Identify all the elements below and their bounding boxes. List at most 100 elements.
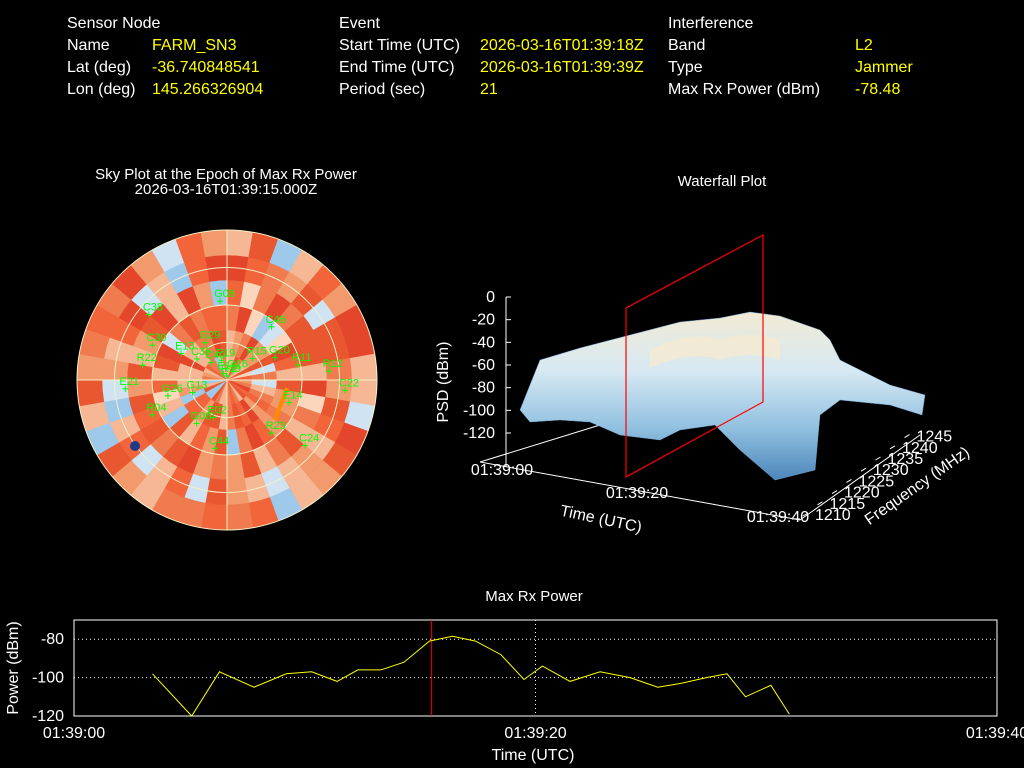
satellite-label: C22 xyxy=(339,377,359,389)
z-tick-label: 0 xyxy=(486,289,495,306)
z-tick-label: -20 xyxy=(472,312,495,329)
y-tick xyxy=(817,501,823,506)
event-key: Period (sec) xyxy=(339,81,426,98)
y-tick-label: 1235 xyxy=(888,451,924,468)
y-tick-label: -100 xyxy=(32,670,64,687)
interference-source-marker xyxy=(130,441,140,451)
satellite-label: E16 xyxy=(217,361,237,373)
x-tick-label: 01:39:20 xyxy=(504,725,566,742)
y-tick xyxy=(802,512,809,517)
satellite-r22: R22 xyxy=(137,352,157,369)
interference-key: Band xyxy=(668,37,706,54)
satellite-label: E14 xyxy=(283,390,303,402)
sensor-node-info: Sensor Node Name FARM_SN3 Lat (deg) -36.74… xyxy=(67,13,263,101)
satellite-c35: C35 xyxy=(191,346,211,362)
y-tick xyxy=(889,445,896,450)
skyplot-cell xyxy=(200,502,228,531)
satellite-g16: G16 xyxy=(227,358,248,375)
waterfall-surface xyxy=(519,234,926,481)
satellite-label: R23 xyxy=(266,420,286,432)
y-tick-label: 1220 xyxy=(844,485,880,502)
sensor-node-title: Sensor Node xyxy=(67,15,161,32)
satellite-c24: C24 xyxy=(299,433,319,449)
waterfall-chart: 0 -20 -40 -60 -80 -100 -120 PSD (dBm) 01:39:00 01… xyxy=(435,234,973,537)
satellite-r23: R23 xyxy=(266,420,286,437)
sensor-row: Lat (deg) -36.740848541 xyxy=(67,57,263,79)
satellite-label: C30 xyxy=(146,332,166,344)
satellite-label: G16 xyxy=(227,358,248,370)
satellite-label: C35 xyxy=(191,346,211,358)
interference-key: Type xyxy=(668,59,703,76)
event-key: Start Time (UTC) xyxy=(339,37,460,54)
satellite-c22: C22 xyxy=(339,377,359,394)
satellite-g26: G26 xyxy=(162,383,183,399)
y-tick-label: 1215 xyxy=(830,496,866,513)
satellite-label: R12 xyxy=(323,358,343,370)
satellite-label: G20 xyxy=(269,345,290,357)
y-tick xyxy=(860,467,867,472)
sensor-row: Name FARM_SN3 xyxy=(67,35,263,57)
x-tick-label: 01:39:20 xyxy=(606,485,668,502)
satellite-label: R04 xyxy=(146,402,166,414)
z-axis-label: PSD (dBm) xyxy=(435,342,452,423)
satellite-label: C40 xyxy=(205,349,225,361)
sensor-row: Lon (deg) 145.266326904 xyxy=(67,79,263,101)
z-tick-label: -80 xyxy=(472,380,495,397)
satellite-label: R11 xyxy=(292,352,311,364)
satellite-g13: G13 xyxy=(187,380,208,396)
satellite-label: R22 xyxy=(137,352,157,364)
axis-line xyxy=(479,424,601,463)
y-tick xyxy=(875,456,881,461)
sensor-value: 145.266326904 xyxy=(152,81,264,98)
satellite-e13: E13 xyxy=(175,341,195,357)
satellite-e14: E14 xyxy=(283,390,303,406)
epoch-marker-plane xyxy=(625,234,764,479)
y-tick xyxy=(846,478,852,483)
skyplot-subtitle: 2026-03-16T01:39:15.000Z xyxy=(134,181,318,198)
skyplot-cell xyxy=(226,502,254,531)
y-tick-label: -80 xyxy=(41,631,64,648)
satellite-label: G26 xyxy=(162,383,183,395)
satellite-c46: C46 xyxy=(266,314,286,330)
satellite-g20: G20 xyxy=(269,345,290,361)
satellite-e19: E19 xyxy=(216,347,235,364)
skyplot-title: Sky Plot at the Epoch of Max Rx Power xyxy=(95,166,357,183)
psd-surface xyxy=(519,311,926,481)
x-axis-label: Time (UTC) xyxy=(559,503,644,537)
satellite-label: R19 xyxy=(221,363,241,375)
z-tick-label: -40 xyxy=(472,334,495,351)
event-row: End Time (UTC) 2026-03-16T01:39:39Z xyxy=(339,57,644,79)
satellite-g08: G08 xyxy=(214,288,235,305)
skyplot-cell xyxy=(200,229,228,258)
x-axis-label: Time (UTC) xyxy=(492,747,575,764)
x-tick-label: 01:39:40 xyxy=(966,725,1024,742)
interference-value: L2 xyxy=(855,37,873,54)
satellite-e21: E21 xyxy=(119,376,139,392)
satellite-r19: R19 xyxy=(221,363,241,380)
y-tick-label: 1245 xyxy=(917,429,953,446)
event-value: 2026-03-16T01:39:18Z xyxy=(480,37,644,54)
x-tick-label: 01:39:00 xyxy=(43,725,105,742)
satellite-label: G06 xyxy=(191,410,212,422)
interference-key: Max Rx Power (dBm) xyxy=(668,81,821,98)
satellite-c38: C38 xyxy=(143,301,163,318)
power-series xyxy=(152,635,790,717)
satellite-label: G13 xyxy=(187,380,208,392)
y-tick-label: 1225 xyxy=(859,473,895,490)
interference-value: -78.48 xyxy=(855,81,901,98)
axis-line xyxy=(479,461,801,521)
sensor-value: -36.740848541 xyxy=(152,59,260,76)
sensor-key: Name xyxy=(67,37,110,54)
power-title: Max Rx Power xyxy=(485,588,583,605)
satellite-e16: E16 xyxy=(217,361,237,377)
event-row: Period (sec) 21 xyxy=(339,79,644,101)
interference-info: Interference Band L2 Type Jammer Max Rx Po… xyxy=(668,13,913,101)
y-tick xyxy=(904,434,910,439)
event-value: 2026-03-16T01:39:39Z xyxy=(480,59,644,76)
satellite-label: C38 xyxy=(143,301,163,313)
y-tick-label: -120 xyxy=(32,708,64,725)
interference-direction xyxy=(273,387,289,421)
